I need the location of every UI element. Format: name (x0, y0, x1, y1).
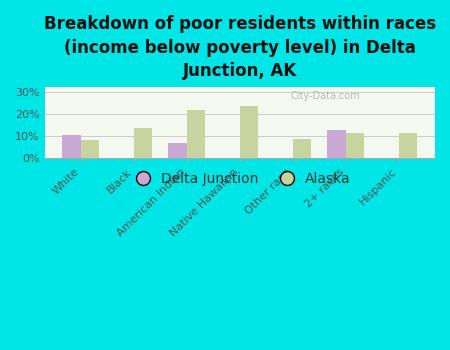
Bar (327, 130, 346, 158)
Bar (168, 144, 187, 158)
Bar (240, 106, 258, 158)
Legend: Delta Junction, Alaska: Delta Junction, Alaska (124, 166, 356, 191)
Title: Breakdown of poor residents within races
(income below poverty level) in Delta
J: Breakdown of poor residents within races… (44, 15, 436, 80)
Bar (81, 140, 99, 158)
Text: City-Data.com: City-Data.com (291, 91, 360, 101)
Bar (399, 133, 417, 158)
Bar (346, 133, 365, 158)
Bar (63, 134, 81, 158)
Bar (293, 139, 311, 158)
Bar (187, 110, 205, 158)
Bar (134, 128, 153, 158)
